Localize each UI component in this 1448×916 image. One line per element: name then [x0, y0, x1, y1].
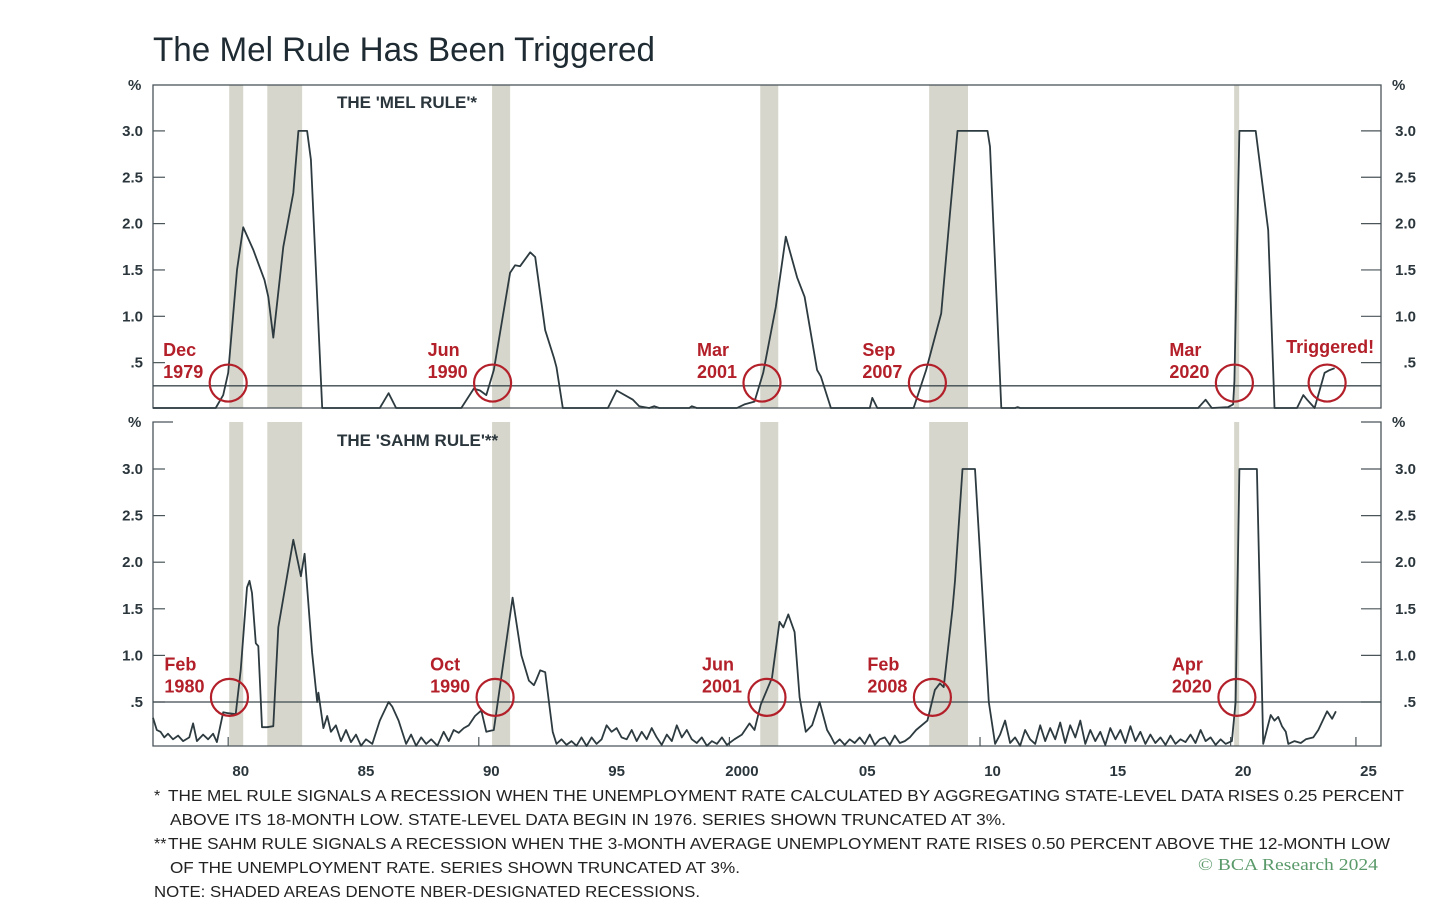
y-unit-label-left: % [128, 77, 141, 94]
y-tick-label-left: 2.0 [122, 554, 143, 571]
y-tick-label-right: .5 [1403, 355, 1416, 372]
annotation-month: Oct [430, 654, 460, 674]
signal-circle [1307, 363, 1347, 403]
y-tick-label-left: 1.0 [122, 308, 143, 325]
y-tick-label-left: 3.0 [122, 123, 143, 140]
series-line-mel-rule [153, 130, 1335, 409]
recession-band [929, 85, 968, 408]
y-tick-label-left: 2.5 [122, 508, 143, 525]
footnote-sahm-marker: ** [154, 836, 166, 853]
annotation-year: 2008 [867, 676, 907, 696]
signal-circle [1214, 363, 1254, 403]
y-tick-label-right: 3.0 [1395, 123, 1416, 140]
annotation-month: Jun [702, 654, 734, 674]
signal-circle [208, 363, 248, 403]
y-tick-label-left: 3.0 [122, 461, 143, 478]
y-tick-label-right: 1.0 [1395, 647, 1416, 664]
annotation-label: Triggered! [1286, 337, 1374, 357]
recession-band [229, 422, 244, 746]
y-tick-label-right: 3.0 [1395, 461, 1416, 478]
panel-title: THE 'MEL RULE'* [337, 93, 477, 112]
signal-circle [475, 677, 515, 717]
signal-circle [472, 363, 513, 403]
y-tick-label-right: 1.5 [1395, 601, 1416, 618]
annotation-year: 1990 [428, 362, 468, 382]
y-tick-label-left: .5 [130, 355, 143, 372]
y-tick-label-left: 1.5 [122, 262, 143, 279]
annotation-month: Apr [1172, 654, 1203, 674]
annotation-month: Dec [163, 340, 196, 360]
y-tick-label-left: 2.5 [122, 169, 143, 186]
annotation-year: 1979 [163, 362, 203, 382]
x-tick-label: 90 [483, 763, 500, 780]
copyright: © BCA Research 2024 [1198, 855, 1379, 874]
signal-circle [747, 677, 787, 717]
y-unit-label-left: % [128, 414, 141, 431]
y-unit-label-right: % [1392, 77, 1405, 94]
annotation-year: 1990 [430, 676, 470, 696]
signal-circle [907, 363, 947, 403]
sahm-rule-panel: % % 3.0 3.0 2.5 2.5 2.0 2.0 1.5 1.5 1.0 1.0 .5 .5 THE … [122, 414, 1416, 780]
annotation-year: 2020 [1169, 362, 1209, 382]
y-tick-label-right: 1.0 [1395, 308, 1416, 325]
annotation-year: 2001 [702, 676, 742, 696]
annotation-month: Feb [164, 654, 196, 674]
y-tick-label-left: 1.0 [122, 647, 143, 664]
recession-band [492, 422, 511, 746]
y-tick-label-left: 1.5 [122, 601, 143, 618]
y-tick-label-right: .5 [1403, 694, 1416, 711]
y-tick-label-left: 2.0 [122, 216, 143, 233]
x-tick-label: 80 [232, 763, 249, 780]
x-tick-label: 10 [984, 763, 1001, 780]
annotation-month: Feb [867, 654, 899, 674]
x-tick-label: 85 [358, 763, 375, 780]
annotation-month: Mar [697, 340, 729, 360]
signal-circle [209, 677, 250, 717]
y-tick-label-left: .5 [130, 694, 143, 711]
mel-rule-panel: % % 3.0 3.0 2.5 2.5 2.0 2.0 1.5 1.5 1.0 1.0 .5 .5 THE … [122, 77, 1416, 409]
recession-band [267, 422, 303, 746]
chart-title: The Mel Rule Has Been Triggered [153, 31, 655, 69]
x-tick-label: 95 [608, 763, 625, 780]
recession-band [267, 85, 303, 408]
annotation-year: 2007 [862, 362, 902, 382]
x-tick-label: 2000 [725, 763, 758, 780]
footnote-sahm-line2: OF THE UNEMPLOYMENT RATE. SERIES SHOWN T… [170, 860, 740, 877]
x-tick-label: 05 [859, 763, 876, 780]
annotation-year: 2020 [1172, 676, 1212, 696]
recession-band [760, 85, 779, 408]
annotation-month: Jun [428, 340, 460, 360]
plot-frame [152, 84, 1382, 409]
y-tick-label-right: 2.5 [1395, 508, 1416, 525]
signal-circle [912, 677, 953, 717]
annotation-month: Sep [862, 340, 895, 360]
y-unit-label-right: % [1392, 414, 1405, 431]
y-tick-label-right: 2.0 [1395, 216, 1416, 233]
footnote-mel-line2: ABOVE ITS 18-MONTH LOW. STATE-LEVEL DATA… [170, 812, 1006, 829]
annotation-year: 2001 [697, 362, 737, 382]
signal-circle [1217, 677, 1257, 717]
annotation-year: 1980 [164, 676, 204, 696]
y-tick-label-right: 2.0 [1395, 554, 1416, 571]
plot-axes [152, 421, 1382, 747]
footnote-mel-marker: * [154, 788, 160, 805]
y-tick-label-right: 1.5 [1395, 262, 1416, 279]
x-tick-label: 20 [1235, 763, 1252, 780]
y-tick-label-right: 2.5 [1395, 169, 1416, 186]
panel-title: THE 'SAHM RULE'** [337, 431, 498, 450]
footnote-shading: NOTE: SHADED AREAS DENOTE NBER-DESIGNATE… [154, 884, 700, 901]
series-line-sahm-rule [152, 468, 1337, 747]
footnote-sahm-line1: THE SAHM RULE SIGNALS A RECESSION WHEN T… [168, 836, 1391, 853]
x-tick-label: 15 [1110, 763, 1127, 780]
annotation-month: Mar [1169, 340, 1201, 360]
recession-band [492, 85, 511, 408]
footnote-mel-line1: THE MEL RULE SIGNALS A RECESSION WHEN TH… [168, 788, 1404, 805]
signal-circle [742, 363, 782, 403]
x-tick-label: 25 [1360, 763, 1377, 780]
